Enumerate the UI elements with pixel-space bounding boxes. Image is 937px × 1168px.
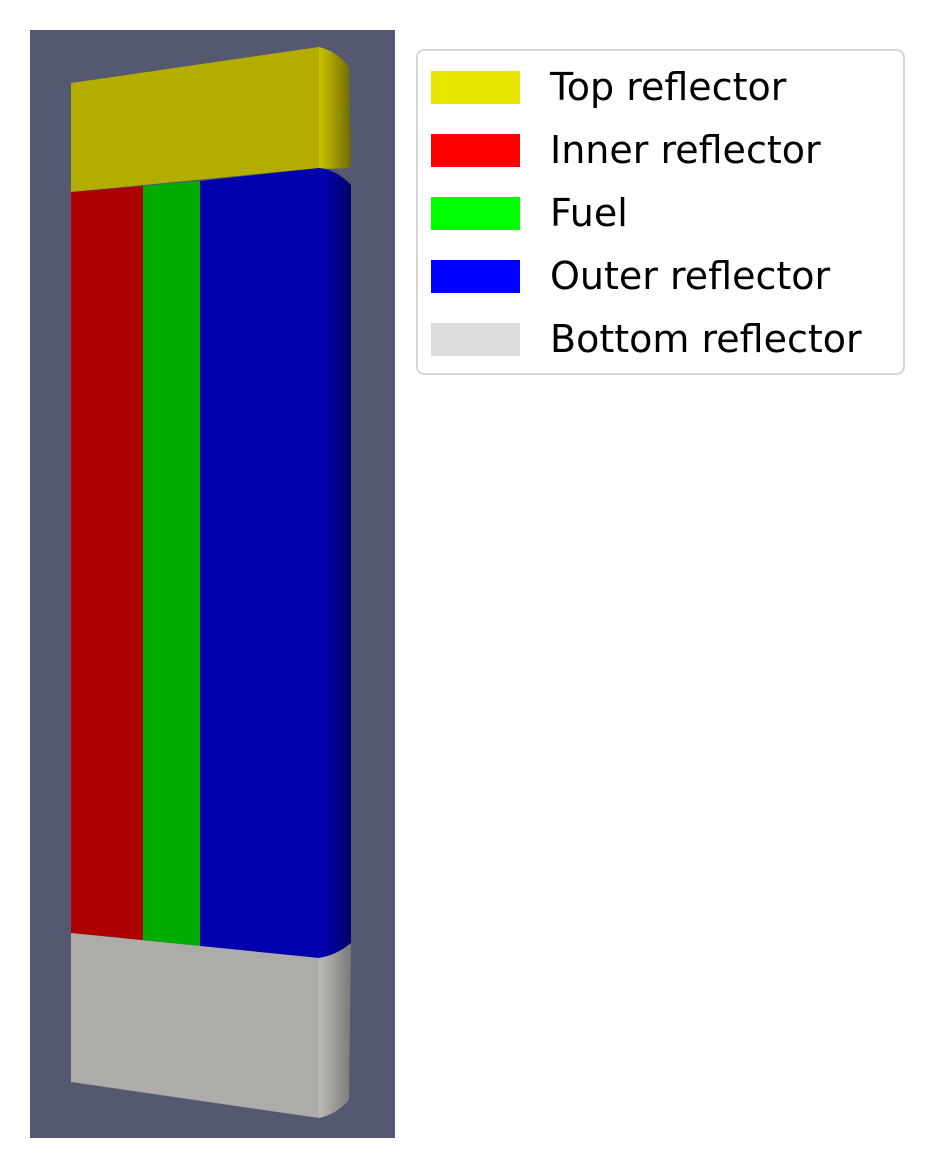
fuel-region bbox=[143, 181, 200, 946]
top-reflector-side-face bbox=[319, 47, 351, 169]
reactor-block-render bbox=[71, 47, 351, 1118]
legend-entry-fuel: Fuel bbox=[418, 193, 903, 233]
bottom-reflector-front-face bbox=[71, 933, 319, 1118]
fuel-front-face bbox=[143, 181, 200, 946]
3d-render-viewport bbox=[30, 30, 395, 1138]
legend-label-fuel: Fuel bbox=[550, 191, 628, 235]
top-reflector-front-face bbox=[71, 47, 319, 192]
bottom-reflector-region bbox=[71, 933, 351, 1118]
outer-reflector-region bbox=[200, 168, 351, 958]
legend-swatch-inner-reflector bbox=[431, 134, 520, 167]
legend-entry-top-reflector: Top reflector bbox=[418, 67, 903, 107]
legend-swatch-bottom-reflector bbox=[431, 323, 520, 356]
legend-entry-inner-reflector: Inner reflector bbox=[418, 130, 903, 170]
legend-entry-bottom-reflector: Bottom reflector bbox=[418, 319, 903, 359]
bottom-reflector-side-face bbox=[319, 943, 351, 1118]
legend-label-top-reflector: Top reflector bbox=[550, 65, 787, 109]
top-reflector-region bbox=[71, 47, 351, 192]
legend-label-bottom-reflector: Bottom reflector bbox=[550, 317, 862, 361]
legend-swatch-outer-reflector bbox=[431, 260, 520, 293]
legend: Top reflector Inner reflector Fuel Outer… bbox=[416, 49, 905, 375]
inner-reflector-front-face bbox=[71, 186, 143, 940]
inner-reflector-region bbox=[71, 186, 143, 940]
outer-reflector-side-face bbox=[319, 168, 351, 958]
legend-label-inner-reflector: Inner reflector bbox=[550, 128, 821, 172]
legend-swatch-top-reflector bbox=[431, 71, 520, 104]
outer-reflector-front-face bbox=[200, 168, 319, 958]
legend-swatch-fuel bbox=[431, 197, 520, 230]
legend-entry-outer-reflector: Outer reflector bbox=[418, 256, 903, 296]
legend-label-outer-reflector: Outer reflector bbox=[550, 254, 831, 298]
